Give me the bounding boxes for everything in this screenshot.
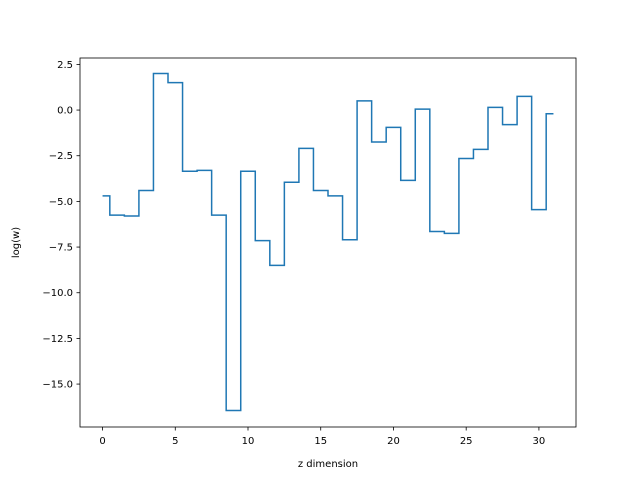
y-tick-label: −7.5 <box>49 243 73 254</box>
y-tick-label: −2.5 <box>49 151 73 162</box>
x-tick-label: 15 <box>314 436 327 447</box>
x-tick-label: 30 <box>533 436 546 447</box>
y-tick-label: −15.0 <box>42 380 73 391</box>
x-tick-label: 10 <box>242 436 255 447</box>
y-tick-label: −5.0 <box>49 197 73 208</box>
x-tick-label: 0 <box>99 436 105 447</box>
y-axis-ticks: 2.5 0.0 −2.5 −5.0 −7.5 −10.0 −12.5 −15.0 <box>42 60 80 391</box>
x-tick-label: 5 <box>172 436 178 447</box>
x-axis-ticks: 0 5 10 15 20 25 30 <box>99 427 545 447</box>
x-tick-label: 20 <box>387 436 400 447</box>
y-tick-label: 2.5 <box>57 60 73 71</box>
y-tick-label: 0.0 <box>57 106 73 117</box>
series-line <box>102 72 554 412</box>
series-layer <box>102 72 554 412</box>
x-tick-label: 25 <box>460 436 473 447</box>
y-tick-label: −12.5 <box>42 334 73 345</box>
y-axis-label: log(w) <box>11 227 22 258</box>
x-axis-label: z dimension <box>298 459 358 470</box>
plot-area-frame <box>79 57 577 428</box>
y-tick-label: −10.0 <box>42 288 73 299</box>
